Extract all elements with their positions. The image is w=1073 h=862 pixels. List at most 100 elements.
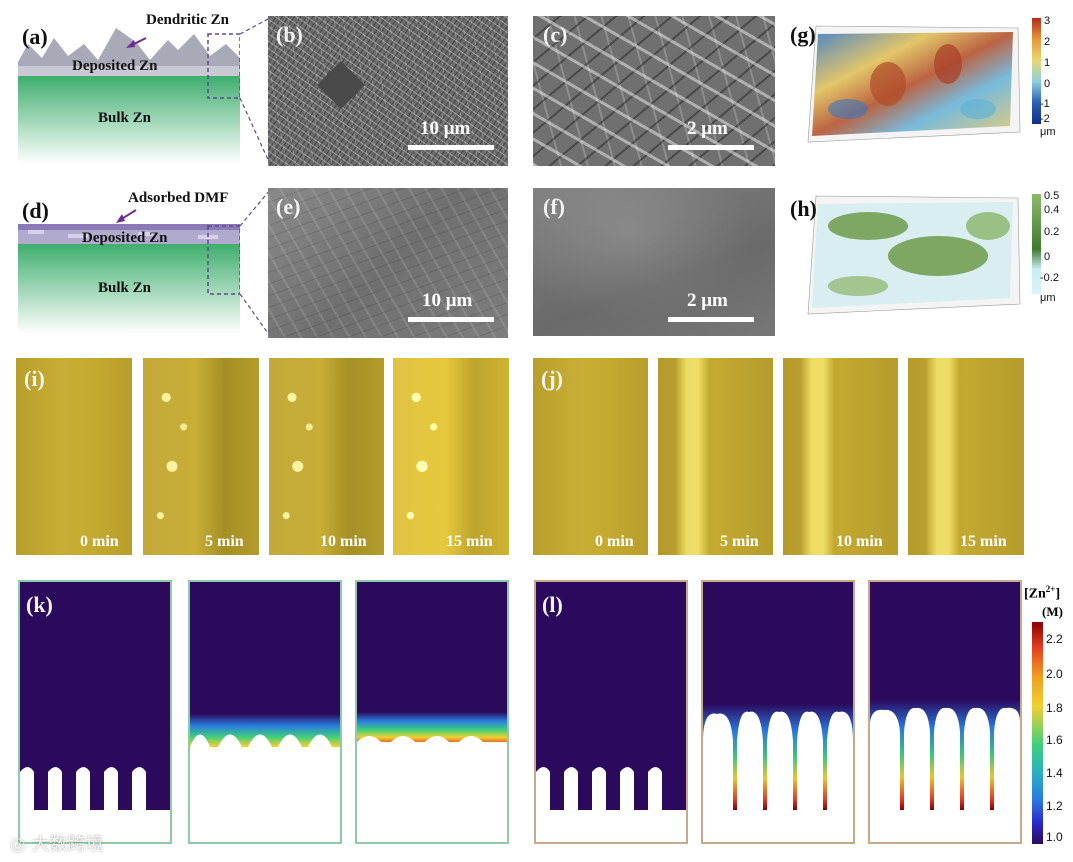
label-deposited-zn-d: Deposited Zn — [82, 230, 168, 246]
scale-bar-e — [408, 317, 494, 322]
zn-colorbar-title: [Zn2+] — [1024, 584, 1060, 603]
panel-letter-l: (l) — [542, 592, 563, 617]
cb-h-unit: μm — [1040, 292, 1056, 304]
sim-l-2-shape — [870, 700, 1020, 842]
colorbar-g — [1032, 18, 1041, 124]
cb-g-tick-0: 3 — [1044, 15, 1051, 27]
panel-letter-a: (a) — [22, 24, 48, 49]
simulation-k-1 — [188, 580, 342, 844]
simulation-l-0 — [534, 580, 688, 844]
label-bulk-zn-a: Bulk Zn — [98, 110, 151, 126]
cb-g-unit: μm — [1040, 126, 1056, 138]
diagram-a — [18, 14, 241, 164]
simulation-k-0 — [18, 580, 172, 844]
scale-label-b: 10 μm — [420, 118, 471, 139]
sim-l-0-shape — [536, 767, 686, 842]
time-label-i-0: 0 min — [80, 533, 119, 550]
zn-cb-tick-3: 1.6 — [1046, 733, 1063, 747]
label-adsorbed-dmf: Adsorbed DMF — [128, 190, 229, 206]
watermark: ◎ 大数跨境 — [10, 830, 103, 856]
panel-letter-i: (i) — [24, 366, 45, 391]
panel-letter-c: (c) — [543, 22, 568, 47]
zn-cb-tick-4: 1.4 — [1046, 766, 1063, 780]
sim-k-0-shape — [20, 767, 170, 842]
panel-letter-e: (e) — [276, 194, 301, 219]
time-label-j-0: 0 min — [595, 533, 634, 550]
scale-label-c: 2 μm — [687, 118, 728, 139]
micrograph-j-2 — [783, 358, 898, 555]
zn-colorbar-title-end: ] — [1055, 586, 1061, 602]
sem-image-e — [268, 188, 508, 338]
cb-h-tick-2: 0.2 — [1044, 226, 1060, 238]
cb-g-tick-1: 2 — [1044, 36, 1051, 48]
topography-g — [788, 14, 1028, 164]
panel-letter-h: (h) — [790, 196, 817, 221]
scale-label-f: 2 μm — [687, 290, 728, 311]
topography-surface-h — [807, 195, 1021, 315]
panel-letter-g: (g) — [790, 22, 816, 47]
sem-crystal — [316, 60, 366, 110]
zn-cb-tick-2: 1.8 — [1046, 701, 1063, 715]
simulation-l-1 — [701, 580, 855, 844]
time-label-j-2: 10 min — [836, 533, 883, 550]
label-bulk-zn-d: Bulk Zn — [98, 280, 151, 296]
dendritic-zn-diagram — [18, 28, 241, 164]
panel-letter-f: (f) — [543, 194, 565, 219]
micrograph-j-1 — [658, 358, 773, 555]
time-label-i-2: 10 min — [320, 533, 367, 550]
sem-image-c — [533, 16, 775, 166]
scale-bar-b — [408, 145, 494, 150]
sem-image-b — [268, 16, 508, 166]
cb-g-tick-2: 1 — [1044, 57, 1051, 69]
micrograph-j-3 — [908, 358, 1024, 555]
zn-cb-tick-5: 1.2 — [1046, 799, 1063, 813]
simulation-l-2 — [868, 580, 1022, 844]
panel-letter-j: (j) — [541, 366, 563, 391]
cb-g-tick-5: -2 — [1040, 113, 1050, 125]
topography-h — [788, 186, 1028, 336]
colorbar-h — [1032, 194, 1041, 294]
zoom-lines-d — [239, 189, 271, 337]
zn-colorbar-title-sup: 2+ — [1045, 584, 1056, 594]
cb-g-tick-3: 0 — [1044, 78, 1051, 90]
scale-bar-f — [668, 317, 754, 322]
micrograph-i-1 — [143, 358, 259, 555]
cb-h-tick-4: -0.2 — [1040, 272, 1059, 284]
time-label-j-1: 5 min — [720, 533, 759, 550]
cb-h-tick-0: 0.5 — [1044, 190, 1060, 202]
panel-letter-d: (d) — [22, 198, 49, 223]
adsorbed-dmf-diagram — [18, 209, 241, 334]
time-label-j-3: 15 min — [960, 533, 1007, 550]
zn-cb-tick-1: 2.0 — [1046, 667, 1063, 681]
scale-label-e: 10 μm — [422, 290, 473, 311]
zn-colorbar-title-main: [Zn — [1024, 586, 1046, 602]
zn-colorbar-unit: (M) — [1042, 604, 1063, 619]
cb-g-tick-4: -1 — [1040, 98, 1050, 110]
sim-k-1-shape — [190, 714, 340, 842]
diagram-d — [18, 186, 241, 334]
watermark-text: 大数跨境 — [31, 834, 104, 855]
micrograph-i-3 — [393, 358, 509, 555]
panel-letter-k: (k) — [26, 592, 53, 617]
sem-image-f — [533, 188, 775, 336]
zoom-lines-a — [239, 17, 271, 165]
zn-cb-tick-6: 1.0 — [1046, 830, 1063, 844]
panel-letter-b: (b) — [276, 22, 303, 47]
zn-cb-tick-0: 2.2 — [1046, 632, 1063, 646]
cb-h-tick-3: 0 — [1044, 251, 1051, 263]
watermark-icon: ◎ — [10, 834, 32, 855]
micrograph-i-0 — [16, 358, 132, 555]
sim-k-2-shape — [357, 712, 507, 842]
time-label-i-1: 5 min — [205, 533, 244, 550]
topography-surface-g — [807, 25, 1021, 143]
micrograph-i-2 — [269, 358, 384, 555]
label-deposited-zn-a: Deposited Zn — [72, 58, 158, 74]
label-dendritic-zn: Dendritic Zn — [146, 12, 229, 28]
zn-colorbar — [1032, 622, 1043, 844]
time-label-i-3: 15 min — [446, 533, 493, 550]
cb-h-tick-1: 0.4 — [1044, 204, 1060, 216]
micrograph-j-0 — [533, 358, 648, 555]
sim-l-1-shape — [703, 704, 853, 842]
scale-bar-c — [668, 145, 754, 150]
simulation-k-2 — [355, 580, 509, 844]
